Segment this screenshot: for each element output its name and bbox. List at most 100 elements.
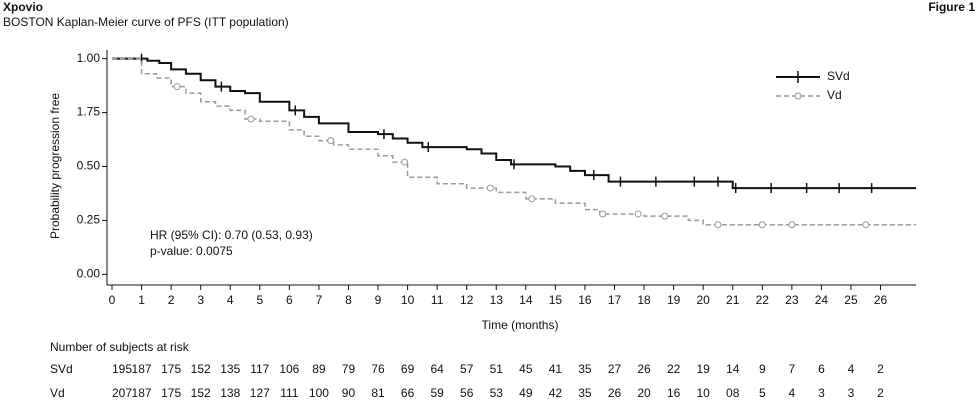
risk-table-title: Number of subjects at risk: [50, 340, 190, 354]
risk-count: 76: [371, 362, 385, 376]
censor-mark: [327, 137, 335, 145]
censor-mark: [528, 195, 536, 203]
product-name: Xpovio: [3, 0, 43, 14]
x-tick-label: 15: [549, 293, 563, 307]
x-tick-label: 3: [197, 293, 204, 307]
risk-count: 7: [789, 362, 796, 376]
x-tick-label: 8: [345, 293, 352, 307]
risk-count: 6: [818, 362, 825, 376]
risk-count: 53: [490, 386, 504, 400]
risk-row-label: SVd: [50, 362, 73, 376]
x-tick-label: 0: [109, 293, 116, 307]
censor-mark: [247, 115, 255, 123]
y-tick-label: 1.75: [77, 105, 101, 119]
risk-count: 59: [430, 386, 444, 400]
risk-count: 10: [696, 386, 710, 400]
censor-mark: [862, 221, 870, 229]
x-tick-label: 13: [490, 293, 504, 307]
risk-count: 2: [877, 386, 884, 400]
risk-count: 4: [848, 362, 855, 376]
risk-count: 81: [371, 386, 385, 400]
risk-count: 51: [490, 362, 504, 376]
risk-count: 14: [726, 362, 740, 376]
risk-count: 89: [312, 362, 326, 376]
risk-count: 08: [726, 386, 740, 400]
x-tick-label: 16: [578, 293, 592, 307]
risk-count: 56: [460, 386, 474, 400]
risk-count: 26: [608, 386, 622, 400]
x-tick-label: 23: [785, 293, 799, 307]
legend-symbol: [794, 92, 802, 100]
risk-count: 49: [519, 386, 533, 400]
risk-count: 111: [280, 386, 299, 400]
risk-count: 26: [637, 362, 651, 376]
figure-label: Figure 1: [928, 0, 975, 14]
censor-mark: [486, 184, 494, 192]
x-tick-label: 19: [667, 293, 681, 307]
risk-count: 35: [578, 386, 592, 400]
x-tick-label: 21: [726, 293, 740, 307]
risk-count: 187: [132, 362, 152, 376]
risk-count: 79: [342, 362, 356, 376]
x-tick-label: 17: [608, 293, 622, 307]
risk-count: 152: [191, 362, 211, 376]
risk-count: 117: [250, 362, 269, 376]
risk-count: 35: [578, 362, 592, 376]
chart-subtitle: BOSTON Kaplan-Meier curve of PFS (ITT po…: [3, 15, 289, 29]
risk-count: 41: [549, 362, 563, 376]
risk-count: 2: [877, 362, 884, 376]
risk-count: 195: [112, 362, 132, 376]
survival-curve: [112, 57, 916, 226]
risk-count: 4: [789, 386, 796, 400]
x-tick-label: 25: [844, 293, 858, 307]
risk-count: 42: [549, 386, 563, 400]
x-tick-label: 26: [874, 293, 888, 307]
risk-count: 45: [519, 362, 533, 376]
x-tick-label: 11: [431, 293, 444, 307]
risk-count: 57: [460, 362, 474, 376]
legend-label: SVd: [827, 69, 850, 83]
risk-count: 106: [279, 362, 299, 376]
risk-count: 100: [309, 386, 329, 400]
x-tick-label: 20: [696, 293, 710, 307]
censor-mark: [788, 221, 796, 229]
risk-count: 3: [818, 386, 825, 400]
risk-row-label: Vd: [50, 386, 65, 400]
censor-mark: [599, 210, 607, 218]
x-tick-label: 18: [637, 293, 651, 307]
x-tick-label: 4: [227, 293, 234, 307]
censor-mark: [661, 212, 669, 220]
risk-count: 90: [342, 386, 356, 400]
risk-count: 152: [191, 386, 211, 400]
x-tick-label: 14: [519, 293, 533, 307]
y-axis-label: Probability progression free: [48, 93, 62, 239]
risk-count: 175: [161, 386, 181, 400]
x-tick-label: 1: [138, 293, 145, 307]
risk-count: 5: [759, 386, 766, 400]
risk-count: 207: [112, 386, 132, 400]
censor-mark: [173, 83, 181, 91]
risk-count: 127: [250, 386, 270, 400]
x-tick-label: 22: [756, 293, 770, 307]
risk-count: 66: [401, 386, 415, 400]
risk-count: 135: [220, 362, 240, 376]
x-tick-label: 24: [815, 293, 829, 307]
censor-mark: [714, 221, 722, 229]
x-tick-label: 9: [375, 293, 382, 307]
risk-count: 175: [161, 362, 181, 376]
risk-count: 69: [401, 362, 415, 376]
risk-count: 64: [430, 362, 444, 376]
x-tick-label: 5: [256, 293, 263, 307]
survival-curve: [112, 57, 916, 190]
risk-count: 187: [132, 386, 152, 400]
y-tick-label: 0.25: [77, 213, 101, 227]
annotation: HR (95% CI): 0.70 (0.53, 0.93): [150, 228, 313, 242]
x-tick-label: 6: [286, 293, 293, 307]
risk-count: 138: [220, 386, 240, 400]
x-tick-label: 2: [168, 293, 175, 307]
legend-label: Vd: [827, 88, 842, 102]
risk-count: 19: [696, 362, 710, 376]
censor-mark: [634, 210, 642, 218]
risk-count: 3: [848, 386, 855, 400]
